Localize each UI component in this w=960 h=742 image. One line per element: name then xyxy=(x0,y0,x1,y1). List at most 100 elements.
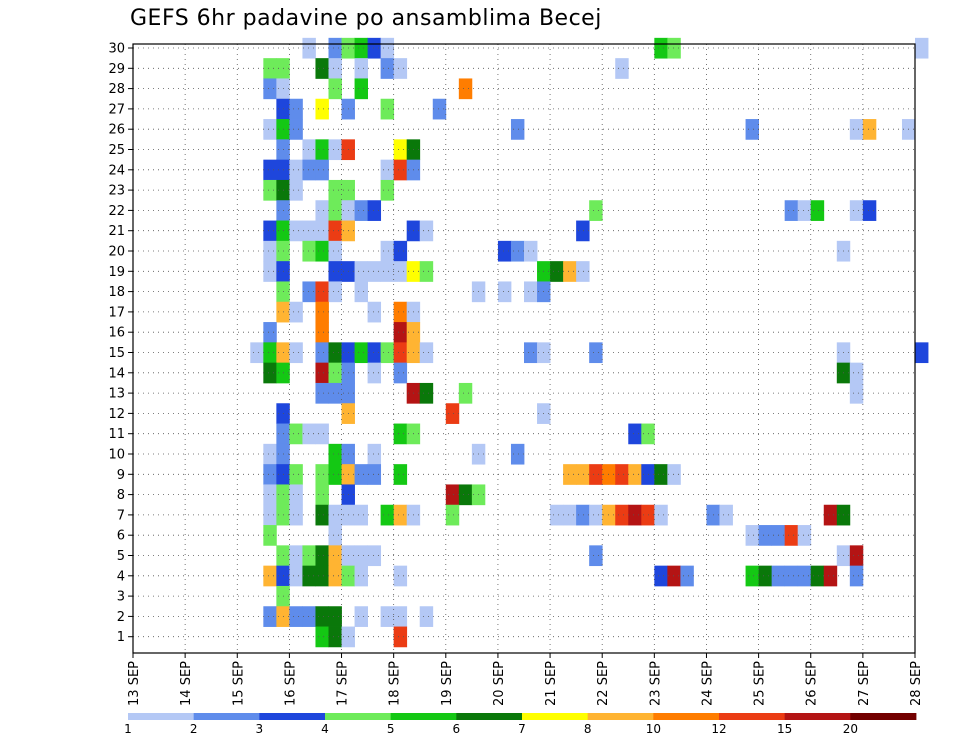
heatmap-cell xyxy=(354,58,368,79)
heatmap-cell xyxy=(680,565,694,587)
heatmap-cell xyxy=(302,545,316,567)
y-tick-label: 15 xyxy=(108,346,125,361)
y-tick-label: 8 xyxy=(117,488,125,503)
heatmap-cell xyxy=(849,545,864,567)
heatmap-cell xyxy=(393,301,408,323)
heatmap-cell xyxy=(263,525,277,546)
heatmap-cell xyxy=(315,58,329,79)
heatmap-cell xyxy=(315,301,329,323)
y-tick-label: 27 xyxy=(108,102,125,117)
heatmap-cell xyxy=(315,139,329,161)
heatmap-cell xyxy=(576,261,590,282)
heatmap-cell xyxy=(615,504,629,526)
heatmap-cell xyxy=(315,464,329,485)
heatmap-cell xyxy=(589,342,603,364)
heatmap-cell xyxy=(315,423,329,445)
heatmap-cell xyxy=(419,261,434,282)
heatmap-cell xyxy=(289,545,303,567)
heatmap-cell xyxy=(302,423,316,445)
legend-label: 3 xyxy=(256,722,264,736)
heatmap-cell xyxy=(289,98,303,120)
heatmap-cell xyxy=(784,200,799,221)
heatmap-cell xyxy=(302,159,316,181)
heatmap-cell xyxy=(380,261,395,282)
x-tick-label: 19 SEP xyxy=(440,661,455,706)
heatmap-cell xyxy=(328,464,342,485)
y-tick-label: 17 xyxy=(108,305,125,320)
legend-label: 8 xyxy=(584,722,592,736)
heatmap-cell xyxy=(797,200,812,221)
heatmap-cell xyxy=(367,342,382,364)
heatmap-cell xyxy=(524,281,538,303)
heatmap-cell xyxy=(589,200,603,221)
heatmap-cell xyxy=(745,525,759,546)
heatmap-cell xyxy=(328,261,342,282)
heatmap-cell xyxy=(367,301,382,323)
heatmap-cell xyxy=(393,464,408,485)
heatmap-cell xyxy=(497,281,512,303)
heatmap-cell xyxy=(289,423,303,445)
x-tick-label: 27 SEP xyxy=(857,661,872,706)
x-tick-label: 24 SEP xyxy=(700,661,715,706)
heatmap-cell xyxy=(849,119,864,140)
legend-label: 10 xyxy=(646,722,661,736)
y-tick-label: 5 xyxy=(117,549,125,564)
legend-swatch xyxy=(522,713,589,720)
heatmap-cell xyxy=(263,119,277,140)
heatmap-cell xyxy=(654,464,668,485)
heatmap-cell xyxy=(628,504,642,526)
heatmap-cell xyxy=(315,504,329,526)
heatmap-cell xyxy=(328,626,342,648)
heatmap-cell xyxy=(302,220,316,242)
heatmap-cell xyxy=(354,342,368,364)
heatmap-cell xyxy=(380,37,395,59)
y-tick-label: 14 xyxy=(108,366,125,381)
legend-label: 7 xyxy=(518,722,526,736)
heatmap-cell xyxy=(263,58,277,79)
heatmap-cell xyxy=(354,37,368,59)
heatmap-cell xyxy=(458,78,473,100)
y-tick-label: 24 xyxy=(108,163,125,178)
heatmap-cell xyxy=(315,98,329,120)
heatmap-cell xyxy=(393,159,408,181)
heatmap-cell xyxy=(745,119,759,140)
x-tick-label: 26 SEP xyxy=(805,661,820,706)
heatmap-cell xyxy=(302,281,316,303)
heatmap-cell xyxy=(667,565,681,587)
heatmap-cell xyxy=(510,119,525,140)
heatmap-cell xyxy=(654,37,668,59)
heatmap-cell xyxy=(524,342,538,364)
legend-swatch xyxy=(390,713,457,720)
heatmap-cell xyxy=(302,606,316,627)
x-tick-label: 18 SEP xyxy=(388,661,403,706)
heatmap-cell xyxy=(354,261,368,282)
heatmap-cell xyxy=(263,78,277,100)
heatmap-cell xyxy=(380,606,395,627)
heatmap-cell xyxy=(289,301,303,323)
heatmap-cell xyxy=(315,565,329,587)
heatmap-cell xyxy=(289,342,303,364)
heatmap-cell xyxy=(393,322,408,343)
y-tick-label: 6 xyxy=(117,529,125,544)
heatmap-cell xyxy=(849,565,864,587)
y-tick-label: 23 xyxy=(108,184,125,199)
heatmap-cell xyxy=(419,382,434,404)
heatmap-cell xyxy=(263,464,277,485)
heatmap-cell xyxy=(393,626,408,648)
heatmap-cell xyxy=(302,37,316,59)
heatmap-cell xyxy=(654,504,668,526)
heatmap-cell xyxy=(367,464,382,485)
x-tick-label: 25 SEP xyxy=(753,661,768,706)
heatmap-cell xyxy=(393,240,408,262)
heatmap-cell xyxy=(784,525,799,546)
y-tick-label: 19 xyxy=(108,265,125,280)
heatmap-cell xyxy=(328,525,342,546)
heatmap-cell xyxy=(289,464,303,485)
y-tick-label: 10 xyxy=(108,448,125,463)
heatmap-cell xyxy=(328,139,342,161)
legend-swatch xyxy=(456,713,523,720)
heatmap-cell xyxy=(589,545,603,567)
heatmap-cell xyxy=(328,565,342,587)
heatmap-cell xyxy=(393,139,408,161)
heatmap-cell xyxy=(915,37,929,59)
